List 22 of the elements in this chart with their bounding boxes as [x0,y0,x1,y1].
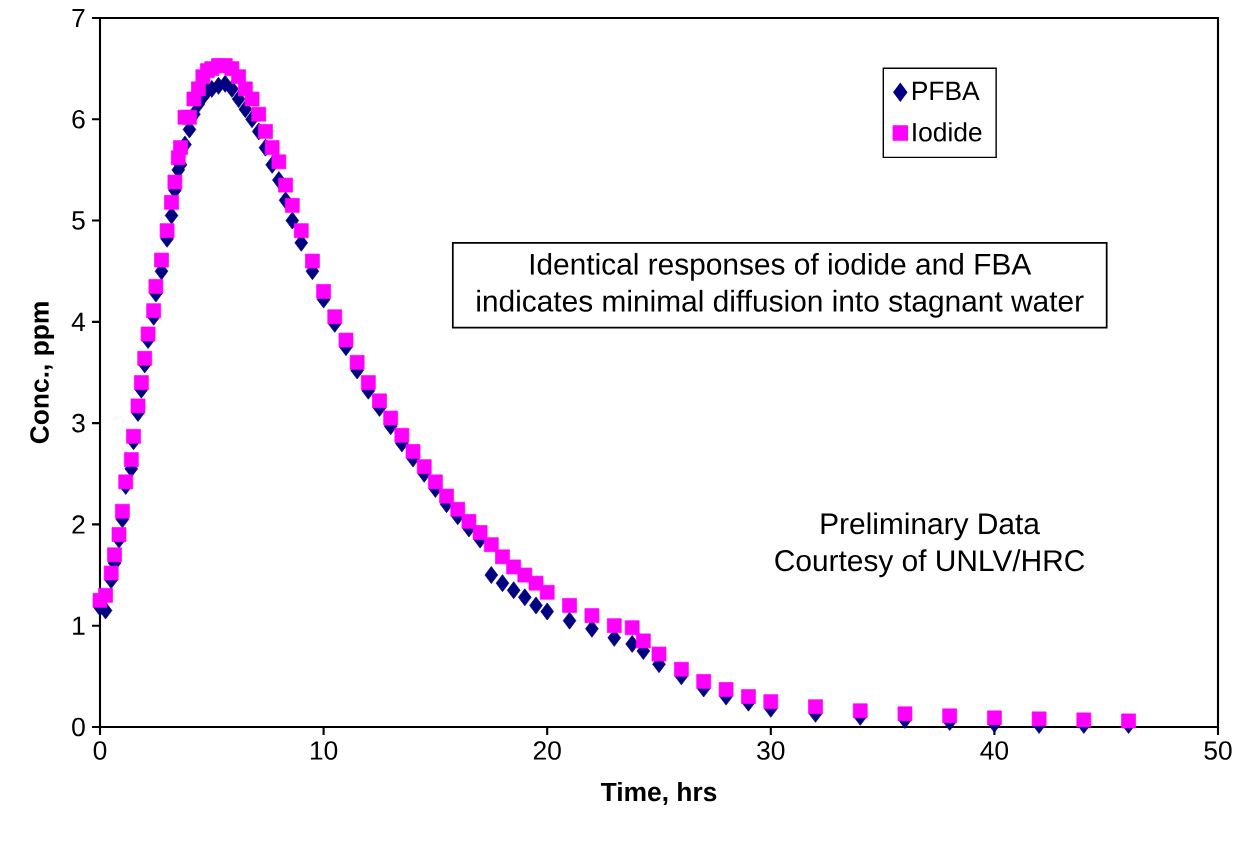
y-tick-label: 6 [72,109,85,129]
legend-label: Iodide [913,122,982,142]
x-tick-label: 20 [533,741,561,760]
annotation: indicates minimal diffusion into stagnant water [477,289,1084,318]
legend-label: PFBA [912,81,980,100]
y-tick-label: 3 [72,413,85,433]
x-tick-label: 30 [757,741,785,760]
y-tick-label: 4 [71,312,86,331]
x-axis-title: Time, hrs [600,781,717,806]
x-tick-label: 10 [310,741,338,760]
y-tick-label: 1 [73,616,85,635]
x-tick-label: 40 [980,741,1009,760]
y-tick-label: 5 [72,211,85,230]
y-tick-label: 0 [72,717,85,737]
annotation: Identical responses of iodide and FBA [530,252,1032,281]
annotation: Preliminary Data [821,512,1040,541]
y-tick-label: 2 [72,515,85,534]
y-axis-title: Conc., ppm [30,302,55,444]
y-tick-label: 7 [72,8,85,28]
x-tick-label: 50 [1204,741,1232,760]
annotation: Courtesy of UNLV/HRC [775,549,1085,578]
x-tick-label: 0 [93,741,107,760]
